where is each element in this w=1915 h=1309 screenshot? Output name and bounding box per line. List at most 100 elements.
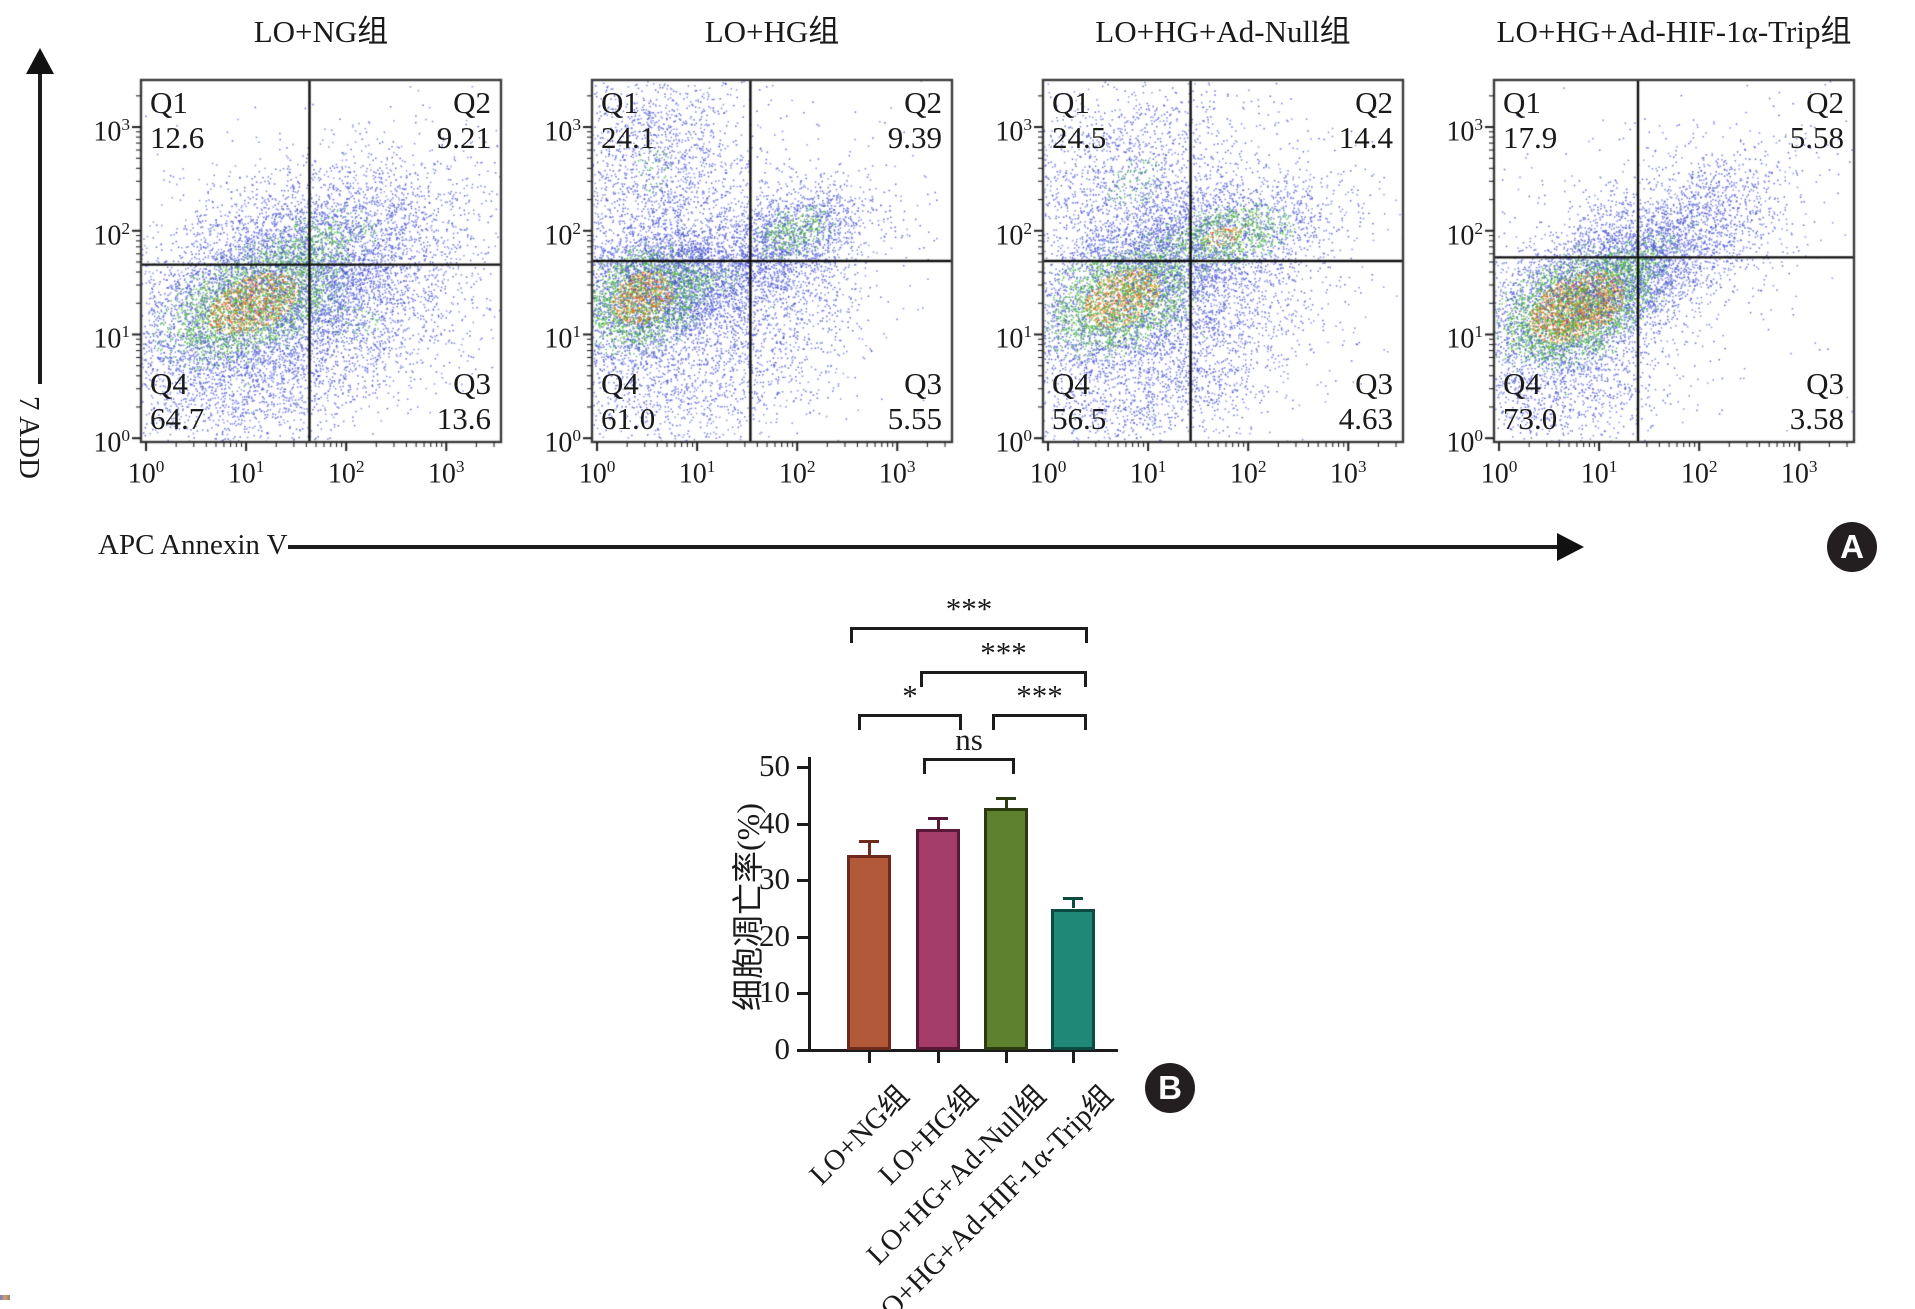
significance-bracket — [920, 671, 1087, 687]
error-bar-cap — [928, 816, 948, 820]
bar-y-tick-label: 10 — [759, 974, 790, 1010]
bar-x-tick — [1005, 1052, 1008, 1063]
quadrant-percent: 13.6 — [436, 401, 491, 436]
flow-plot-canvas — [576, 78, 970, 460]
quadrant-stat-q1: Q1 24.1 — [601, 85, 655, 155]
bar — [847, 854, 891, 1050]
flow-y-tick-label: 102 — [1446, 218, 1483, 252]
x-axis-arrow-head-icon — [1557, 533, 1584, 561]
flow-y-tick-label: 103 — [995, 115, 1032, 148]
quadrant-label: Q3 — [1806, 366, 1844, 401]
significance-label: * — [902, 678, 918, 713]
bar-x-tick — [868, 1052, 871, 1063]
flow-x-tick-label: 101 — [678, 457, 716, 490]
error-bar-whisker — [1005, 797, 1008, 808]
bar-x-axis-line — [806, 1049, 1118, 1052]
quadrant-stat-q2: Q2 14.4 — [1339, 85, 1393, 155]
significance-label: *** — [945, 591, 993, 626]
quadrant-stat-q2: Q2 9.21 — [437, 85, 491, 155]
error-bar-cap — [859, 840, 879, 844]
flow-plot-canvas — [1478, 78, 1872, 460]
quadrant-percent: 3.58 — [1789, 401, 1844, 436]
quadrant-percent: 5.55 — [887, 401, 942, 436]
bar-y-tick-label: 30 — [759, 861, 790, 897]
quadrant-stat-q2: Q2 9.39 — [888, 85, 942, 155]
x-axis-arrow-line — [288, 545, 1560, 549]
quadrant-percent: 61.0 — [601, 401, 656, 436]
flow-y-tick-label: 103 — [1446, 115, 1483, 148]
flow-x-tick-label: 100 — [127, 457, 165, 490]
flow-x-tick-label: 103 — [1329, 457, 1367, 490]
flow-x-tick-label: 102 — [327, 457, 365, 490]
bar-y-tick — [797, 766, 809, 769]
flow-plot-title: LO+HG组 — [704, 14, 840, 49]
quadrant-label: Q4 — [150, 366, 188, 401]
bar-y-tick — [797, 879, 809, 883]
panel-b-badge: B — [1145, 1063, 1195, 1113]
flow-y-tick-label: 101 — [995, 322, 1032, 355]
bar-chart-y-axis-title: 细胞凋亡率(%) — [730, 803, 766, 1011]
quadrant-stat-q1: Q1 17.9 — [1503, 85, 1557, 155]
quadrant-percent: 24.1 — [601, 120, 656, 155]
bar-y-tick-label: 0 — [774, 1031, 791, 1066]
quadrant-percent: 56.5 — [1052, 401, 1107, 436]
y-axis-arrow-head-icon — [26, 48, 54, 74]
quadrant-stat-q1: Q1 24.5 — [1052, 85, 1106, 155]
flow-x-tick-label: 100 — [1029, 457, 1067, 490]
quadrant-percent: 14.4 — [1338, 120, 1393, 155]
flow-y-tick-label: 100 — [1446, 426, 1483, 459]
flow-x-tick-label: 103 — [1780, 457, 1818, 490]
quadrant-label: Q3 — [904, 366, 942, 401]
flow-y-tick-label: 100 — [93, 426, 130, 459]
significance-bracket — [992, 714, 1087, 730]
quadrant-label: Q4 — [601, 366, 639, 401]
quadrant-label: Q2 — [904, 85, 942, 120]
bar-y-tick-label: 50 — [759, 748, 790, 783]
quadrant-stat-q1: Q1 12.6 — [150, 85, 204, 155]
error-bar-whisker — [937, 817, 940, 830]
error-bar-whisker — [868, 841, 871, 855]
flow-plot: LO+HG+Ad-HIF-1α-Trip组 103 102 101 100 100 101 1… — [1399, 0, 1872, 530]
quadrant-stat-q3: Q3 4.63 — [1339, 366, 1393, 436]
flow-y-tick-label: 102 — [544, 218, 581, 252]
y-axis-arrow-line — [38, 70, 42, 384]
bar-y-tick — [797, 822, 809, 826]
quadrant-label: Q4 — [1503, 366, 1541, 401]
quadrant-stat-q4: Q4 56.5 — [1052, 366, 1106, 436]
significance-bracket — [850, 627, 1088, 643]
error-bar-cap — [1063, 896, 1083, 900]
error-bar-cap — [996, 796, 1016, 800]
flow-y-tick-label: 102 — [93, 218, 130, 252]
bar — [1051, 908, 1095, 1050]
quadrant-label: Q1 — [1052, 85, 1090, 120]
flow-x-tick-label: 101 — [1580, 457, 1618, 490]
flow-x-tick-label: 102 — [778, 457, 816, 490]
flow-x-tick-label: 100 — [578, 457, 616, 490]
flow-plot-title: LO+NG组 — [253, 14, 389, 49]
quadrant-label: Q2 — [453, 85, 491, 120]
quadrant-stat-q3: Q3 5.55 — [888, 366, 942, 436]
quadrant-stat-q3: Q3 3.58 — [1790, 366, 1844, 436]
flow-x-axis-label: APC Annexin V — [98, 529, 288, 561]
quadrant-percent: 24.5 — [1052, 120, 1107, 155]
flow-plot: LO+HG组 103 102 101 100 100 101 102 103 Q1 24.1 Q2 9.… — [497, 0, 970, 530]
bar-x-tick — [937, 1052, 940, 1063]
flow-y-tick-label: 101 — [1446, 322, 1483, 355]
flow-plot: LO+HG+Ad-Null组 103 102 101 100 100 101 102 103 Q1… — [948, 0, 1421, 530]
quadrant-label: Q3 — [1355, 366, 1393, 401]
flow-x-tick-label: 101 — [1129, 457, 1167, 490]
bar-y-tick — [797, 935, 809, 939]
flow-x-tick-label: 102 — [1229, 457, 1267, 490]
quadrant-percent: 12.6 — [150, 120, 205, 155]
bar-x-tick — [1072, 1052, 1075, 1063]
flow-y-tick-label: 100 — [544, 426, 581, 459]
quadrant-percent: 17.9 — [1503, 120, 1558, 155]
corner-artifact — [0, 1295, 10, 1300]
significance-label: *** — [980, 635, 1027, 670]
quadrant-label: Q4 — [1052, 366, 1090, 401]
quadrant-stat-q4: Q4 61.0 — [601, 366, 655, 436]
quadrant-stat-q4: Q4 64.7 — [150, 366, 204, 436]
flow-y-tick-label: 101 — [93, 322, 130, 355]
quadrant-percent: 73.0 — [1503, 401, 1558, 436]
flow-x-tick-label: 101 — [227, 457, 265, 490]
